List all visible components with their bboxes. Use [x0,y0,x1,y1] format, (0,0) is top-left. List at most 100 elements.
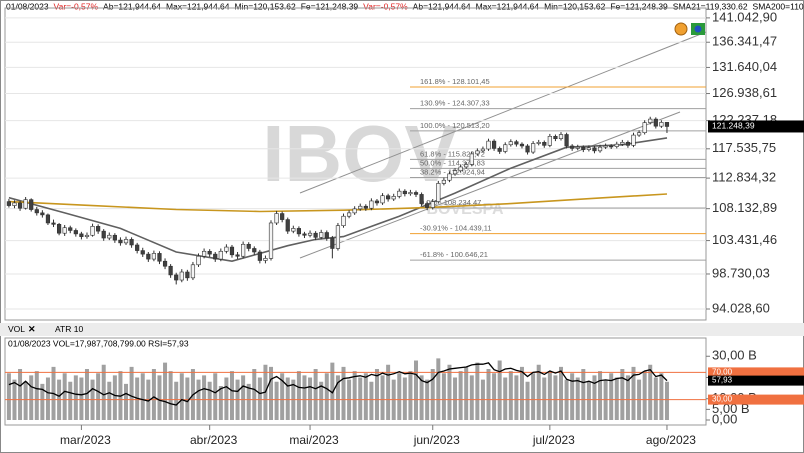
candle-body [40,212,45,216]
candle-body [23,199,28,209]
candle-body [135,244,140,251]
volume-bar [581,369,586,420]
candle-body [386,195,391,200]
rsi-level-label: 30,00 [712,395,733,404]
candle-body [625,142,631,146]
rsi-level-label: 70,00 [712,368,733,377]
volume-bar [408,371,413,420]
candle-body [17,202,23,209]
x-tick-label: jun/2023 [413,433,460,447]
y-tick-label: 108.132,89 [712,200,777,215]
candle-body [174,274,179,281]
icon[interactable] [674,22,688,36]
y-tick-label: 112.834,32 [712,170,776,185]
candle-body [352,208,357,214]
volume-bar [363,373,368,420]
candle-body [531,143,536,153]
volume-bar [202,375,207,420]
volume-bar [380,375,385,420]
volume-bar [642,371,647,420]
candle-body [631,134,636,146]
candle-body [324,232,329,239]
fib-label: 0.0% - 108.234,47 [420,198,481,207]
candle-body [508,141,513,146]
info-item: Ab=121,944.64 [413,1,471,11]
candle-body [313,232,318,238]
volume-bar [447,364,452,420]
close-tab[interactable]: ✕ [28,324,36,334]
volume-bar [374,369,379,420]
volume-bar [68,381,73,420]
volume-bar [386,364,391,420]
candle-body [252,248,257,253]
tab-bar [0,323,804,336]
volume-bar [257,377,262,420]
watermark: IBOV [262,109,458,198]
candle-body [330,237,335,249]
volume-bar [185,377,190,420]
x-tick-label: abr/2023 [190,433,238,447]
candle-body [90,226,95,236]
volume-bar [101,364,106,420]
candle-body [335,225,341,249]
candle-body [157,253,162,262]
volume-bar [653,377,658,420]
fib-label: 100.0% - 120.513,20 [420,121,490,130]
candle-body [196,255,201,266]
volume-bar [151,369,156,420]
tab[interactable]: VOL [8,324,25,334]
volume-bar [648,364,653,420]
y-tick-label: 131.640,04 [712,59,777,74]
volume-bar [464,366,469,420]
volume-bar [514,375,519,420]
candle-body [118,239,123,244]
candle-body [185,271,190,279]
info-item: Var=-0,57% [363,1,408,11]
volume-bar [241,375,246,420]
volume-bar [553,375,558,420]
candle-body [280,213,285,220]
info-bar: 01/08/2023 Var=-0,57% Ab=121,944.64 Max=121… [6,1,804,11]
y-tick-label: 94.028,60 [712,300,770,315]
volume-bar [592,375,597,420]
volume-bar [458,371,463,420]
candle-body [547,135,552,146]
indicator-info: 01/08/2023 VOL=17,987,708,799.00 RSI=57,… [8,338,189,348]
volume-bar [397,373,402,420]
candle-body [581,146,586,150]
moving-average [8,137,668,263]
candle-body [564,134,569,147]
candle-body [664,122,670,127]
candle-body [274,213,279,224]
candle-body [319,232,324,238]
volume-bar [570,373,575,420]
volume-bar [341,366,346,420]
candle-body [129,239,134,246]
volume-bar [508,371,513,420]
volume-bar [157,375,162,420]
candle-body [620,142,625,145]
volume-bar [503,377,508,420]
y-tick-label: 103.431,46 [712,232,777,247]
volume-bar [453,377,458,420]
candle-body [101,230,106,239]
candle-body [397,190,402,197]
volume-bar [168,371,173,420]
rsi-line [8,362,668,406]
volume-bar [441,373,446,420]
volume-bar [335,375,340,420]
volume-bar [252,369,257,420]
tab[interactable]: ATR 10 [55,324,83,334]
candle-body [570,145,575,149]
candle-body [213,253,218,260]
candle-body [291,228,296,232]
candle-body [402,190,407,195]
candle-body [218,250,223,260]
volume-bar [29,375,34,420]
candle-body [162,260,168,267]
info-item: Max=121,944.64 [166,1,230,11]
rsi-label: 57,93 [712,376,733,385]
rsi-badge [708,375,804,386]
y-tick-label: 98.730,03 [712,265,770,280]
